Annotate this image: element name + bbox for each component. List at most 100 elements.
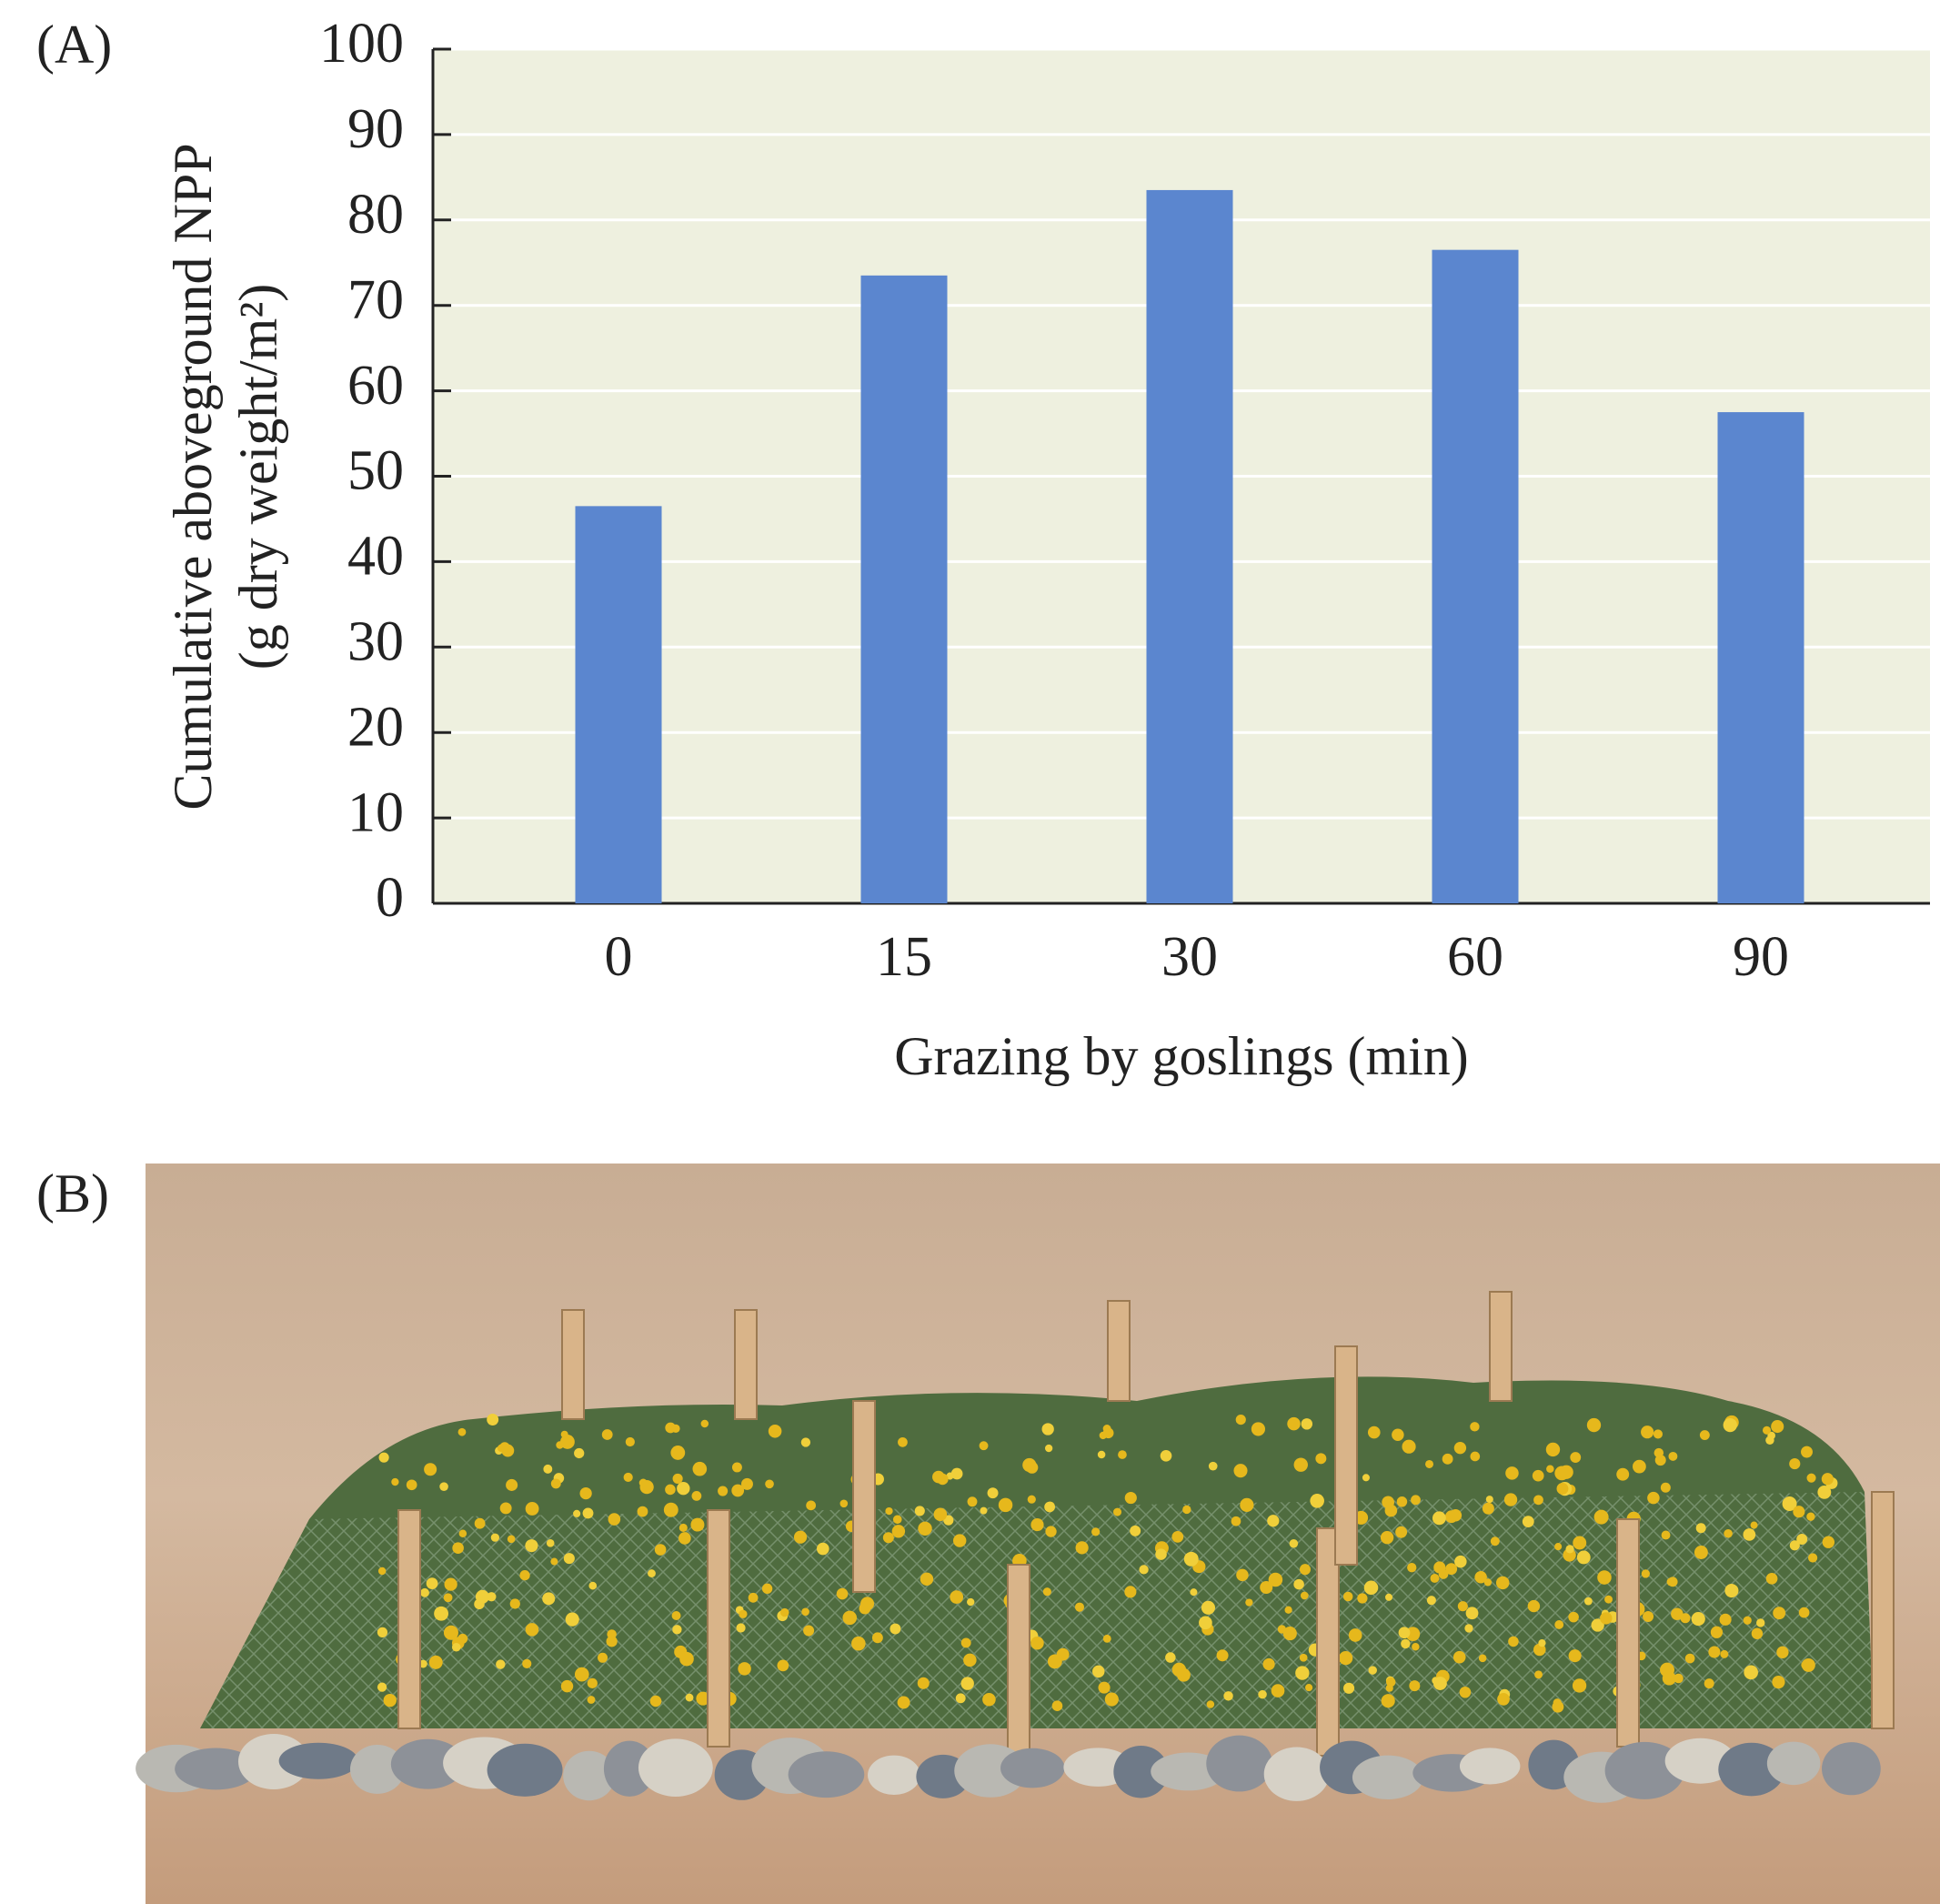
photo-flower: [1577, 1551, 1591, 1565]
photo-flower: [1260, 1581, 1272, 1594]
x-tick-label: 15: [876, 926, 932, 988]
photo-flower: [1756, 1618, 1764, 1627]
photo-flower: [1801, 1446, 1813, 1458]
photo-flower: [1773, 1607, 1785, 1619]
photo-flower: [673, 1474, 683, 1484]
photo-flower: [1534, 1670, 1543, 1678]
photo-flower: [525, 1539, 538, 1552]
photo-flower: [444, 1626, 458, 1640]
photo-flower: [588, 1696, 596, 1704]
photo-flower: [583, 1507, 594, 1518]
photo-post: [1617, 1519, 1639, 1747]
photo-flower: [677, 1482, 689, 1495]
photo-flower: [547, 1539, 555, 1547]
photo-rock: [279, 1743, 358, 1779]
photo-flower: [1466, 1607, 1479, 1619]
photo-flower: [769, 1425, 782, 1438]
photo-flower: [1642, 1569, 1650, 1577]
bar: [576, 506, 662, 903]
photo-flower: [1600, 1612, 1612, 1624]
photo-flower: [1315, 1453, 1326, 1464]
photo-flower: [624, 1473, 633, 1482]
photo-rock: [1822, 1742, 1881, 1795]
photo-flower: [1704, 1678, 1714, 1688]
photo-flower: [1454, 1442, 1466, 1454]
photo-flower: [1124, 1586, 1136, 1597]
photo-flower: [1546, 1443, 1560, 1456]
photo-flower: [961, 1637, 971, 1647]
photo-flower: [1442, 1454, 1453, 1465]
x-tick-label: 0: [605, 926, 633, 988]
photo-flower: [670, 1446, 685, 1460]
photo-flower: [1554, 1466, 1569, 1481]
bar: [1718, 412, 1804, 903]
photo-flower: [1030, 1518, 1043, 1531]
photo-flower: [424, 1463, 437, 1476]
photo-flower: [1817, 1486, 1831, 1499]
photo-flower: [1569, 1649, 1582, 1662]
photo-flower: [893, 1515, 902, 1524]
photo-flower: [1776, 1647, 1788, 1658]
photo-flower: [1369, 1666, 1377, 1674]
photo-flower: [1660, 1663, 1674, 1677]
photo-flower: [883, 1532, 894, 1543]
photo-flower: [1565, 1545, 1573, 1553]
photo-flower: [1385, 1505, 1398, 1517]
photo-flower: [690, 1518, 704, 1532]
photo-flower: [588, 1582, 597, 1590]
photo-flower: [1368, 1426, 1381, 1439]
photo-flower: [1720, 1650, 1728, 1658]
photo-flower: [640, 1480, 654, 1494]
photo-flower: [459, 1529, 467, 1536]
photo-post: [708, 1510, 729, 1747]
photo-flower: [1302, 1418, 1312, 1429]
y-tick-label: 80: [347, 184, 404, 246]
photo-flower: [1724, 1418, 1737, 1432]
photo-flower: [1771, 1420, 1784, 1433]
photo-rock: [1460, 1748, 1520, 1784]
photo-flower: [1139, 1565, 1148, 1574]
photo-flower: [427, 1577, 438, 1589]
photo-flower: [1597, 1570, 1612, 1585]
photo-flower: [1030, 1637, 1044, 1650]
photo-flower: [1604, 1596, 1613, 1604]
photo-flower: [434, 1607, 448, 1621]
photo-flower: [1357, 1593, 1367, 1603]
photo-flower: [506, 1479, 518, 1491]
photo-flower: [918, 1677, 930, 1689]
photo-flower: [491, 1534, 499, 1542]
photo-flower: [671, 1425, 679, 1433]
photo-flower: [1752, 1628, 1763, 1639]
photo-flower: [1523, 1516, 1534, 1527]
photo-flower: [1655, 1455, 1666, 1466]
photo-flower: [1098, 1451, 1106, 1459]
photo-flower: [607, 1636, 618, 1647]
photo-flower: [602, 1429, 613, 1440]
photo-flower: [1450, 1509, 1462, 1521]
photo-flower: [550, 1558, 558, 1566]
photo-flower: [475, 1518, 486, 1529]
photo-flower: [898, 1696, 910, 1708]
photo-flower: [1700, 1430, 1710, 1440]
photo-flower: [1028, 1496, 1036, 1504]
photo-flower: [1743, 1528, 1755, 1541]
photo-flower: [1165, 1652, 1175, 1662]
photo-flower: [739, 1610, 747, 1618]
photo-flower: [672, 1625, 681, 1634]
bar: [1432, 250, 1519, 903]
photo-flower: [1504, 1493, 1517, 1506]
photo-flower: [1484, 1578, 1492, 1586]
photo-flower: [762, 1584, 772, 1594]
photo-flower: [1263, 1658, 1275, 1670]
photo-flower: [1432, 1511, 1446, 1525]
photo-flower: [963, 1654, 976, 1667]
photo-flower: [1667, 1577, 1675, 1586]
photo-flower: [378, 1567, 386, 1575]
photo-flower: [664, 1503, 678, 1517]
photo-flower: [1172, 1663, 1186, 1677]
photo-flower: [736, 1623, 745, 1632]
photo-flower: [1662, 1531, 1671, 1540]
photo-flower: [1284, 1607, 1292, 1614]
photo-flower: [934, 1507, 948, 1521]
photo-flower: [665, 1485, 676, 1496]
